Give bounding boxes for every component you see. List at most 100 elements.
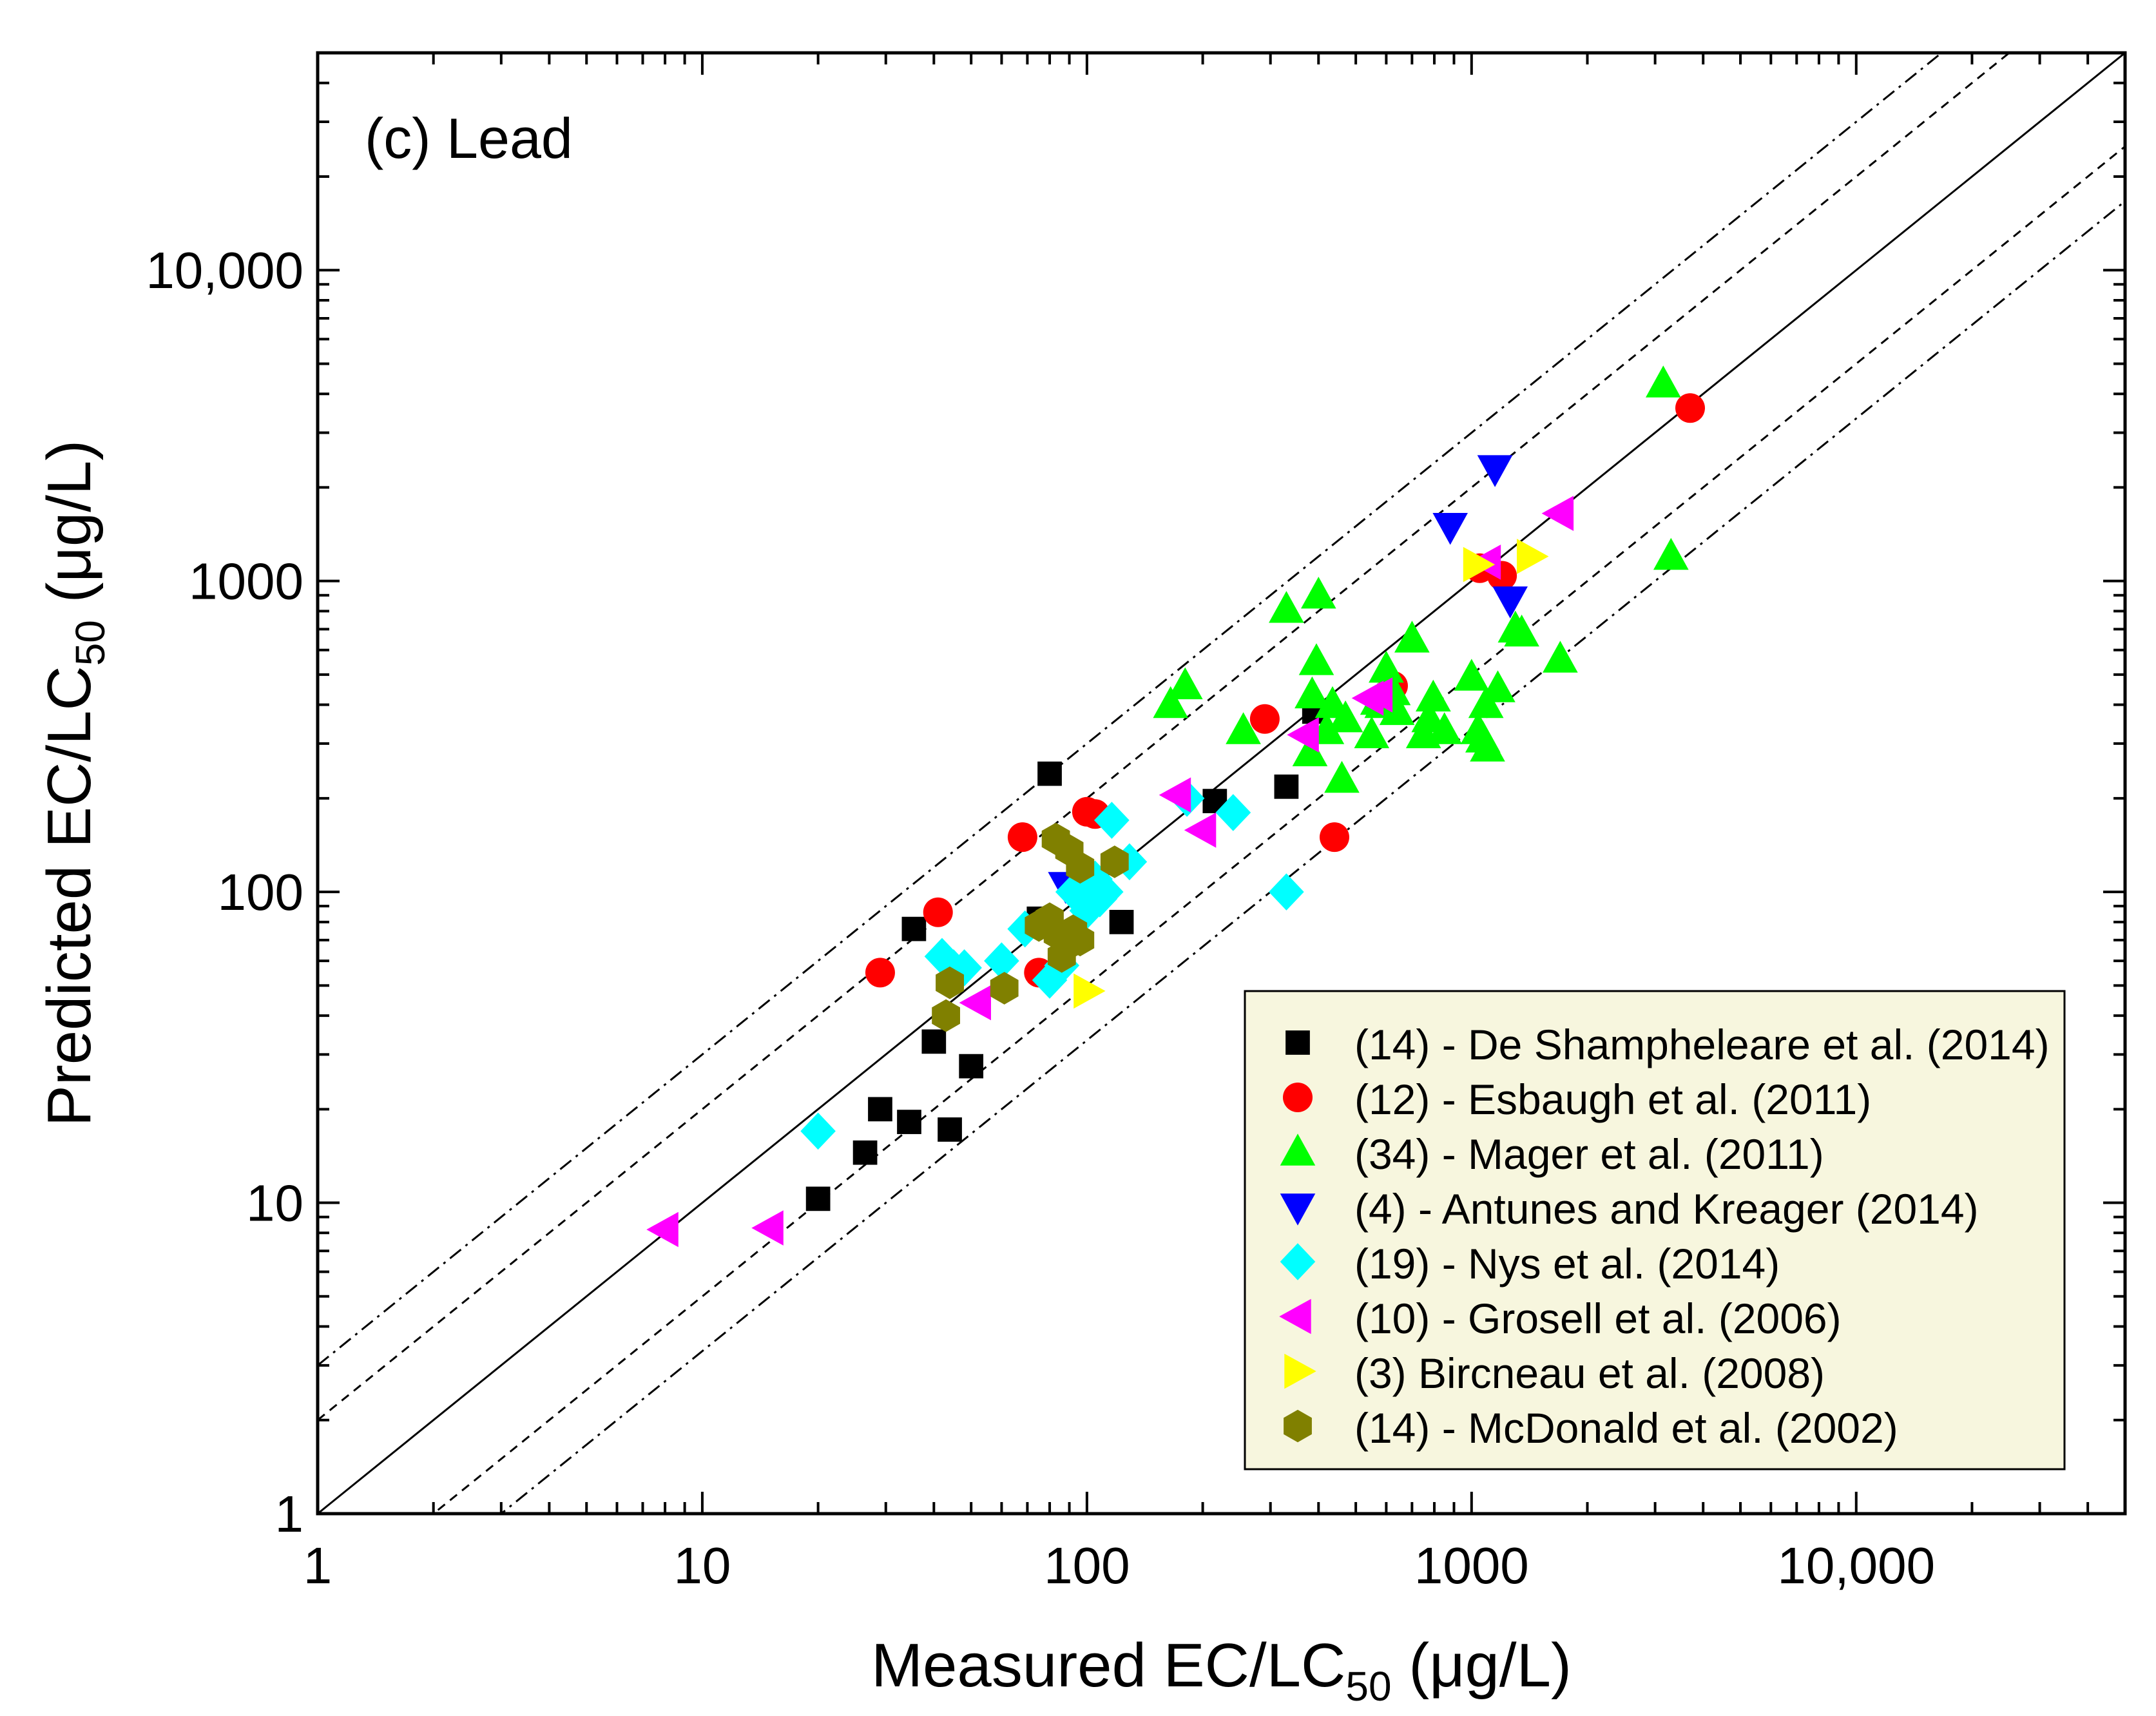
- data-point: [1292, 734, 1328, 767]
- panel-label: (c) Lead: [365, 106, 573, 170]
- data-point: [1454, 659, 1490, 691]
- data-point: [1646, 365, 1681, 398]
- legend-label: (34) - Mager et al. (2011): [1354, 1130, 1824, 1178]
- data-point: [1066, 851, 1095, 884]
- data-point: [865, 958, 895, 988]
- data-point: [901, 916, 927, 941]
- data-point: [897, 1110, 921, 1134]
- legend-label: (19) - Nys et al. (2014): [1354, 1240, 1780, 1287]
- data-point: [1249, 704, 1280, 734]
- data-point: [1295, 676, 1330, 709]
- data-point: [1037, 761, 1062, 786]
- x-tick-label: 10: [673, 1537, 731, 1594]
- y-tick-label: 1000: [189, 553, 303, 610]
- reference-line-1: [318, 53, 2011, 1421]
- data-point: [1379, 693, 1415, 726]
- x-tick-label: 100: [1044, 1537, 1130, 1594]
- series-2: [1153, 365, 1689, 793]
- x-tick-label: 1000: [1414, 1537, 1529, 1594]
- data-point: [1653, 537, 1689, 570]
- legend-label: (4) - Antunes and Kreager (2014): [1354, 1185, 1979, 1233]
- data-point: [1463, 546, 1496, 583]
- data-point: [1153, 686, 1188, 718]
- data-point: [1394, 621, 1430, 653]
- data-point: [1088, 873, 1124, 911]
- y-tick-label: 10,000: [146, 242, 303, 299]
- data-point: [1287, 717, 1319, 753]
- data-points: [646, 365, 1705, 1248]
- data-point: [984, 942, 1019, 979]
- data-point: [1354, 716, 1390, 749]
- tick-labels: 1 10 100 1000 10,000 1 10 100 1000 10,000: [146, 242, 1935, 1594]
- data-point: [1269, 873, 1304, 911]
- reference-lines: [318, 53, 2125, 1514]
- reference-line-0: [318, 53, 2125, 1514]
- data-point: [1543, 641, 1578, 673]
- data-point: [1360, 677, 1393, 713]
- data-point: [1517, 539, 1549, 574]
- series-3: [1048, 455, 1528, 904]
- data-point: [800, 1112, 836, 1150]
- series-5: [646, 496, 1574, 1248]
- data-point: [1109, 910, 1134, 934]
- data-point: [1066, 923, 1095, 957]
- data-point: [1274, 774, 1299, 799]
- legend-marker: [1284, 1353, 1316, 1389]
- data-point: [1073, 973, 1106, 1009]
- reference-line-2: [432, 146, 2125, 1514]
- x-tick-label: 1: [303, 1537, 332, 1594]
- legend-marker: [1279, 1298, 1311, 1335]
- data-point: [1427, 712, 1462, 744]
- legend-marker: [1280, 1243, 1316, 1280]
- data-point: [1184, 813, 1217, 848]
- reference-line-3: [318, 53, 1943, 1366]
- legend-label: (10) - Grosell et al. (2006): [1354, 1295, 1842, 1342]
- data-point: [1480, 670, 1516, 702]
- series-0: [805, 699, 1327, 1211]
- data-point: [1369, 650, 1404, 683]
- data-point: [1159, 777, 1191, 813]
- axis-ticks: [316, 52, 2126, 1515]
- legend-label: (14) - McDonald et al. (2002): [1354, 1404, 1898, 1452]
- data-point: [751, 1210, 784, 1246]
- data-point: [1269, 591, 1304, 623]
- data-point: [936, 966, 964, 999]
- y-tick-label: 1: [275, 1485, 304, 1543]
- data-point: [1504, 614, 1539, 647]
- data-point: [959, 985, 991, 1021]
- x-axis-title: Measured EC/LC50 (μg/L): [871, 1631, 1572, 1710]
- data-point: [1324, 760, 1360, 793]
- data-point: [1215, 794, 1251, 831]
- data-point: [868, 1097, 892, 1122]
- legend-label: (12) - Esbaugh et al. (2011): [1354, 1075, 1871, 1123]
- legend-marker: [1285, 1030, 1310, 1055]
- data-point: [1541, 496, 1574, 531]
- y-tick-label: 100: [218, 863, 303, 921]
- data-point: [646, 1211, 679, 1248]
- data-point: [1319, 822, 1349, 853]
- data-point: [1477, 455, 1513, 487]
- data-point: [1094, 802, 1130, 839]
- series-7: [932, 822, 1129, 1032]
- data-point: [1226, 712, 1261, 744]
- y-tick-label: 10: [246, 1175, 303, 1232]
- data-point: [1327, 700, 1363, 733]
- data-point: [938, 1117, 962, 1142]
- data-point: [1301, 577, 1336, 609]
- legend: (14) - De Shampheleare et al. (2014) (12)…: [1244, 990, 2066, 1470]
- data-point: [1167, 667, 1203, 700]
- legend-label: (3) Bircneau et al. (2008): [1354, 1349, 1825, 1397]
- y-axis-title: Predicted EC/LC50 (μg/L): [35, 440, 113, 1127]
- legend-label: (14) - De Shampheleare et al. (2014): [1354, 1021, 2050, 1068]
- plot-frame: [316, 51, 2127, 1516]
- series-6: [1073, 539, 1549, 1009]
- legend-marker: [1284, 1409, 1312, 1443]
- data-point: [990, 972, 1019, 1005]
- reference-line-4: [499, 200, 2125, 1514]
- data-point: [1007, 822, 1037, 853]
- data-point: [1492, 586, 1528, 619]
- legend-marker: [1280, 1193, 1316, 1226]
- legend-box: [1244, 990, 2066, 1470]
- data-point: [959, 1054, 984, 1079]
